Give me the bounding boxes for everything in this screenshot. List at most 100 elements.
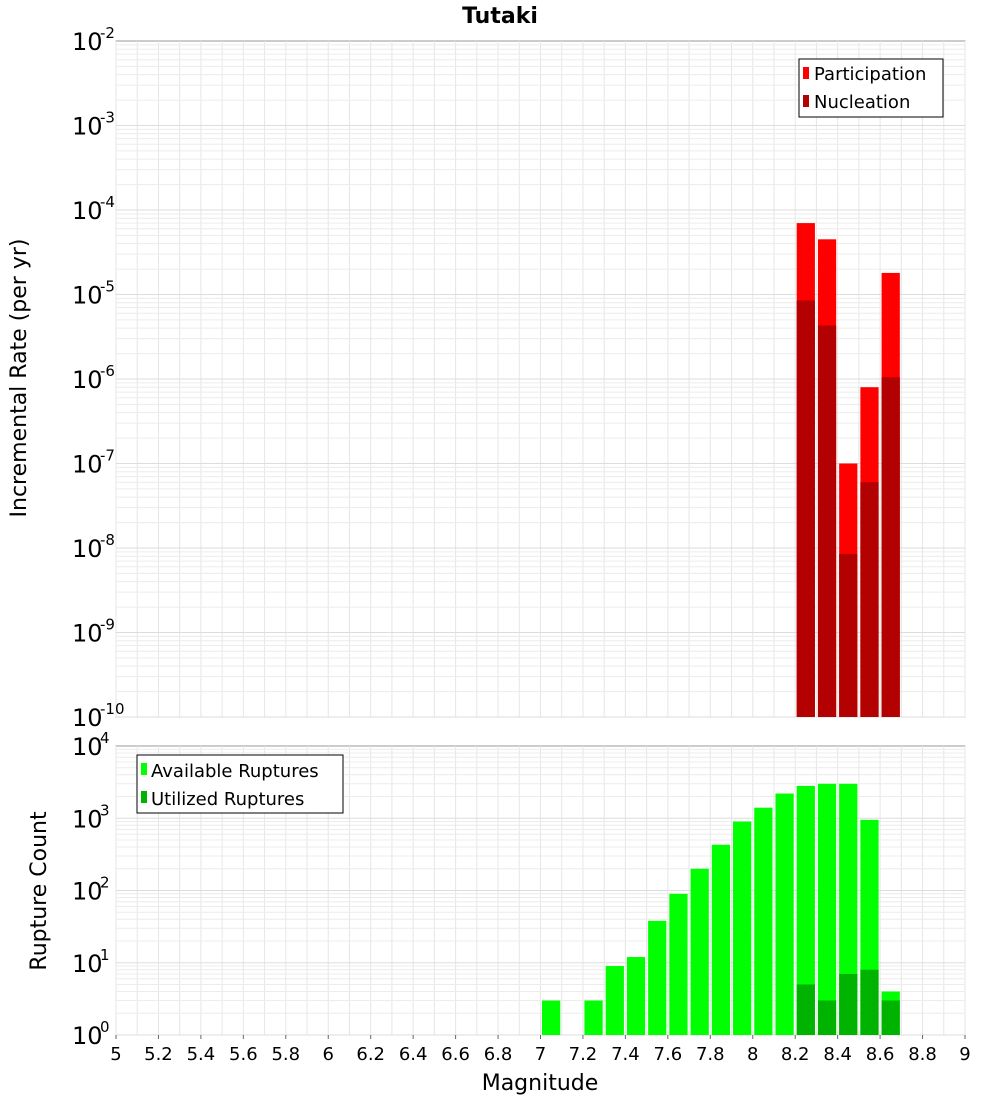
count-bar-available-ruptures (796, 785, 815, 1035)
y-tick-base: 10 (72, 704, 103, 732)
rate-gridlines (115, 41, 966, 718)
rate-bar-nucleation (860, 482, 879, 717)
y-tick-exponent: -3 (100, 109, 115, 127)
x-tick-label: 6.4 (399, 1044, 428, 1065)
legend-label-participation: Participation (814, 64, 926, 85)
y-tick-exponent: -10 (100, 700, 125, 718)
x-tick-label: 8.4 (823, 1044, 852, 1065)
x-tick-label: 7 (535, 1044, 546, 1065)
x-axis-label: Magnitude (482, 1071, 599, 1096)
y-tick-exponent: 3 (100, 801, 110, 819)
x-tick-label: 5.2 (144, 1044, 173, 1065)
y-tick-label: 10-6 (72, 362, 115, 394)
y-tick-label: 103 (72, 801, 110, 833)
y-tick-label: 10-4 (72, 193, 115, 225)
y-tick-label: 10-5 (72, 278, 115, 310)
x-tick-label: 9 (959, 1044, 970, 1065)
legend-label-utilized: Utilized Ruptures (151, 789, 304, 810)
y-tick-label: 10-2 (72, 24, 115, 56)
rate-legend: Participation Nucleation (798, 58, 944, 118)
y-tick-exponent: -8 (100, 531, 115, 549)
x-tick-label: 5.8 (271, 1044, 300, 1065)
rate-bar-nucleation (796, 300, 815, 717)
y-tick-base: 10 (72, 28, 103, 56)
y-tick-label: 104 (72, 729, 110, 761)
x-tick-label: 6 (323, 1044, 334, 1065)
count-bar-utilized-ruptures (796, 984, 815, 1035)
y-tick-base: 10 (72, 805, 103, 833)
y-tick-exponent: -7 (100, 447, 115, 465)
x-tick-label: 7.4 (611, 1044, 640, 1065)
y-tick-label: 10-10 (72, 700, 125, 732)
count-bar-available-ruptures (648, 920, 667, 1035)
y-tick-base: 10 (72, 113, 103, 141)
y-tick-label: 101 (72, 946, 110, 978)
y-tick-label: 100 (72, 1018, 110, 1050)
x-tick-label: 6.6 (441, 1044, 470, 1065)
rate-bar-nucleation (881, 377, 900, 717)
count-bars (542, 783, 900, 1035)
y-tick-label: 10-9 (72, 616, 115, 648)
rate-bars (796, 223, 900, 718)
y-tick-exponent: -2 (100, 24, 115, 42)
x-tick-label: 7.6 (654, 1044, 683, 1065)
x-tick-label: 5.4 (187, 1044, 216, 1065)
count-bar-available-ruptures (626, 957, 646, 1035)
count-bar-utilized-ruptures (839, 973, 858, 1035)
y-tick-base: 10 (72, 451, 103, 479)
count-bar-available-ruptures (584, 1000, 603, 1035)
legend-label-available: Available Ruptures (151, 761, 319, 782)
legend-swatch-available (141, 763, 147, 775)
y-tick-exponent: -5 (100, 278, 115, 296)
count-bar-available-ruptures (839, 783, 858, 1035)
x-tick-label: 5.6 (229, 1044, 258, 1065)
y-tick-exponent: 1 (100, 946, 110, 964)
count-legend-box (136, 754, 344, 814)
count-bar-available-ruptures (711, 844, 731, 1035)
y-tick-label: 10-7 (72, 447, 115, 479)
y-tick-exponent: -4 (100, 193, 115, 211)
y-tick-base: 10 (72, 1022, 103, 1050)
count-bar-available-ruptures (542, 1000, 561, 1035)
x-tick-label: 8.6 (866, 1044, 895, 1065)
y-tick-base: 10 (72, 878, 103, 906)
y-tick-exponent: 4 (100, 729, 110, 747)
chart-title: Tutaki (462, 4, 538, 29)
legend-swatch-nucleation (803, 95, 809, 107)
x-tick-label: 8.2 (781, 1044, 810, 1065)
count-bar-available-ruptures (733, 821, 752, 1035)
y-tick-exponent: 0 (100, 1018, 110, 1036)
y-tick-exponent: -6 (100, 362, 115, 380)
legend-swatch-utilized (141, 791, 147, 803)
y-tick-base: 10 (72, 366, 103, 394)
x-tick-label: 7.2 (569, 1044, 598, 1065)
rate-legend-box (798, 58, 944, 118)
y-tick-base: 10 (72, 620, 103, 648)
x-tick-label: 7.8 (696, 1044, 725, 1065)
count-bar-utilized-ruptures (817, 1000, 837, 1035)
y-tick-label: 10-8 (72, 531, 115, 563)
count-bar-available-ruptures (754, 807, 773, 1035)
y-tick-base: 10 (72, 535, 103, 563)
y-tick-base: 10 (72, 282, 103, 310)
count-bar-available-ruptures (775, 793, 794, 1035)
rate-bar-nucleation (817, 325, 837, 717)
x-tick-label: 6.8 (484, 1044, 513, 1065)
count-bar-available-ruptures (605, 966, 624, 1035)
x-tick-label: 6.2 (356, 1044, 385, 1065)
y-tick-base: 10 (72, 950, 103, 978)
x-tick-label: 5 (110, 1044, 121, 1065)
legend-label-nucleation: Nucleation (814, 92, 910, 113)
y-tick-label: 102 (72, 874, 110, 906)
legend-swatch-participation (803, 67, 809, 79)
y-tick-exponent: 2 (100, 874, 110, 892)
y-tick-label: 10-3 (72, 109, 115, 141)
count-bar-available-ruptures (817, 783, 837, 1035)
x-tick-label: 8 (747, 1044, 758, 1065)
count-legend: Available Ruptures Utilized Ruptures (136, 754, 344, 814)
